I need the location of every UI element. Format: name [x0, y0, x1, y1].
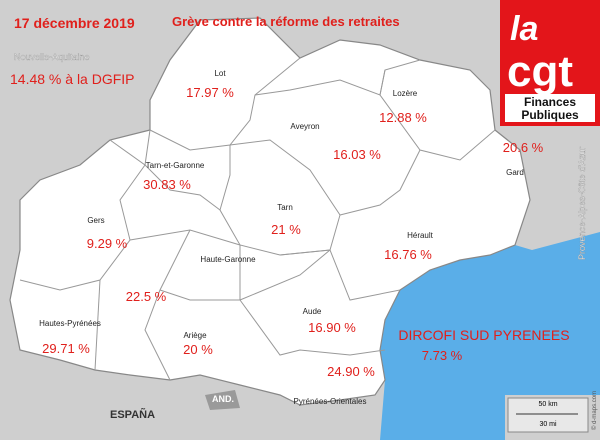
department-rate: 20 % [183, 342, 213, 357]
department-rate: 24.90 % [327, 364, 375, 379]
dircofi-name: DIRCOFI SUD PYRENEES [398, 327, 569, 343]
department-name: Pyrénées-Orientales [294, 397, 367, 406]
department-name: Ariège [183, 331, 207, 340]
department-name: Tarn-et-Garonne [146, 161, 205, 170]
department-name: Aveyron [290, 122, 319, 131]
department-name: Haute-Garonne [200, 255, 256, 264]
department-rate: 16.03 % [333, 147, 381, 162]
region [9, 17, 531, 406]
spain-label: ESPAÑA [110, 408, 155, 421]
dgfip-rate: 14.48 % à la DGFIP [10, 71, 135, 87]
scale-box [507, 397, 589, 433]
department-rate: 20.6 % [503, 140, 544, 155]
department-name: Hérault [407, 231, 434, 240]
logo-top: la [510, 10, 538, 48]
department-rate: 12.88 % [379, 110, 427, 125]
department-name: Gard [506, 168, 524, 177]
department-borders [19, 57, 496, 381]
department-rate: 16.90 % [308, 320, 356, 335]
department-rate: 22.5 % [126, 289, 167, 304]
logo-line1: Finances [524, 95, 576, 109]
logo-line2: Publiques [521, 108, 579, 122]
department-rate: 16.76 % [384, 247, 432, 262]
neighbor-label: Nouvelle-Aquitaine [14, 52, 90, 62]
andorra [205, 390, 240, 410]
department-name: Hautes-Pyrénées [39, 319, 101, 328]
dircofi-rate: 7.73 % [422, 348, 463, 363]
scale-km: 50 km [538, 401, 557, 408]
credit: © d-maps.com [591, 391, 598, 430]
departments: Lot 17.97 % Lozère 12.88 % Aveyron 16.03 % Gar… [39, 69, 544, 406]
paca-label: Provence-Alpes-Côte d'Azur [577, 147, 587, 260]
logo-box [505, 94, 595, 122]
department-rate: 9.29 % [87, 236, 128, 251]
department-name: Lozère [393, 89, 418, 98]
scale-bar: 50 km 30 mi [507, 397, 589, 433]
department-rate: 29.71 % [42, 341, 90, 356]
department-rate: 17.97 % [186, 85, 234, 100]
department-rate: 30.83 % [143, 177, 191, 192]
date: 17 décembre 2019 [14, 15, 135, 31]
title: Grève contre la réforme des retraites [172, 14, 400, 29]
andorra-label: AND. [212, 394, 234, 404]
logo-main: cgt [507, 47, 573, 96]
department-name: Tarn [277, 203, 293, 212]
department-name: Lot [214, 69, 226, 78]
department-rate: 21 % [271, 222, 301, 237]
scale-mi: 30 mi [539, 421, 557, 428]
logo: la cgt Finances Publiques [500, 0, 600, 126]
department-name: Aude [303, 307, 322, 316]
department-name: Gers [87, 216, 104, 225]
sea [380, 232, 600, 440]
